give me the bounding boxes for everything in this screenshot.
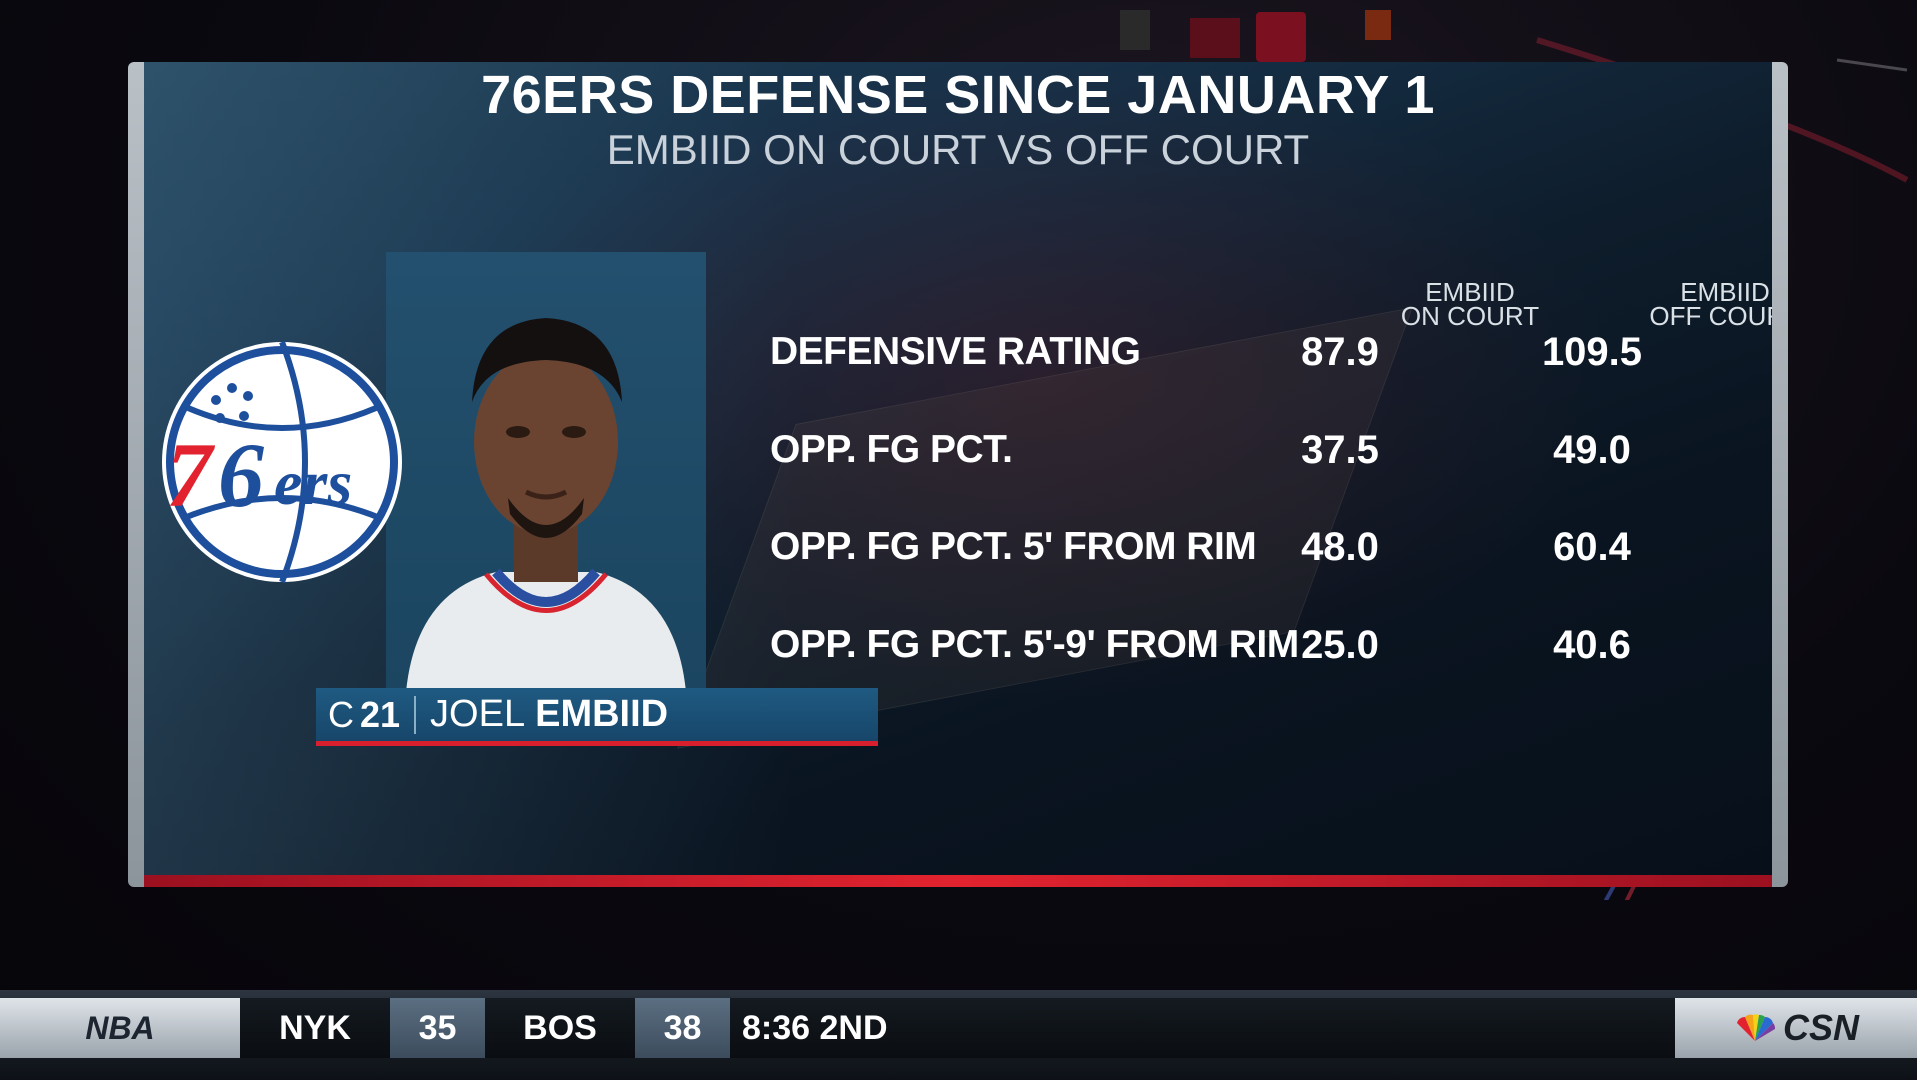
stat-row: OPP. FG PCT. 5'-9' FROM RIM 25.0 40.6: [770, 623, 1690, 673]
stat-label: DEFENSIVE RATING: [770, 330, 1141, 373]
stat-row: OPP. FG PCT. 5' FROM RIM 48.0 60.4: [770, 525, 1690, 575]
stat-label: OPP. FG PCT.: [770, 428, 1013, 471]
column-header-on-court: EMBIID ON COURT: [1400, 277, 1540, 331]
stat-on-court-value: 87.9: [1301, 330, 1379, 374]
stat-label: OPP. FG PCT. 5' FROM RIM: [770, 525, 1257, 568]
game-clock: 8:36 2ND: [742, 1008, 888, 1047]
away-score: 35: [390, 998, 485, 1058]
stat-on-court-value: 37.5: [1301, 428, 1379, 472]
arena-scoreboard-lights: [1080, 0, 1420, 70]
home-score: 38: [635, 998, 730, 1058]
svg-text:6: 6: [218, 424, 264, 526]
home-team: BOS: [523, 1008, 597, 1047]
stat-label: OPP. FG PCT. 5'-9' FROM RIM: [770, 623, 1299, 666]
svg-text:7: 7: [166, 424, 216, 526]
player-position: C: [328, 693, 354, 735]
panel-background: 76ERS DEFENSE SINCE JANUARY 1 EMBIID ON …: [144, 62, 1772, 887]
panel-accent-bar: [144, 875, 1772, 887]
player-last-name: EMBIID: [535, 693, 669, 735]
stat-off-court-value: 40.6: [1553, 623, 1631, 667]
graphic-title: 76ERS DEFENSE SINCE JANUARY 1: [481, 65, 1435, 125]
nameplate-divider: [414, 695, 417, 734]
stat-off-court-value: 60.4: [1553, 525, 1631, 569]
svg-text:ers: ers: [274, 447, 352, 518]
player-silhouette: [406, 318, 686, 692]
player-nameplate: C 21 JOEL EMBIID: [316, 688, 878, 746]
player-number: 21: [360, 693, 401, 735]
stat-off-court-value: 49.0: [1553, 428, 1631, 472]
score-strip: NYK 35 BOS 38 8:36 2ND: [240, 998, 1675, 1058]
graphic-subtitle: EMBIID ON COURT VS OFF COURT: [606, 126, 1310, 173]
network-logo: CSN: [1675, 998, 1917, 1058]
away-team: NYK: [279, 1008, 351, 1047]
team-logo-76ers: 7 6 ers: [162, 340, 402, 584]
league-label: NBA: [0, 998, 240, 1058]
stat-on-court-value: 25.0: [1301, 623, 1379, 667]
stat-off-court-value: 109.5: [1541, 330, 1643, 374]
player-photo: [386, 252, 706, 692]
player-first-name: JOEL: [430, 693, 526, 735]
column-header-off-court: EMBIID OFF COURT: [1649, 277, 1772, 331]
stat-row: OPP. FG PCT. 37.5 49.0: [770, 428, 1690, 478]
score-ticker: NBA NYK 35 BOS 38 8:36 2ND CSN: [0, 990, 1917, 1080]
stat-on-court-value: 48.0: [1301, 525, 1379, 569]
stat-row: DEFENSIVE RATING 87.9 109.5: [770, 330, 1690, 380]
stats-graphic-panel: 76ERS DEFENSE SINCE JANUARY 1 EMBIID ON …: [128, 62, 1788, 887]
network-name: CSN: [1782, 1007, 1859, 1048]
peacock-icon: [1736, 1014, 1776, 1041]
